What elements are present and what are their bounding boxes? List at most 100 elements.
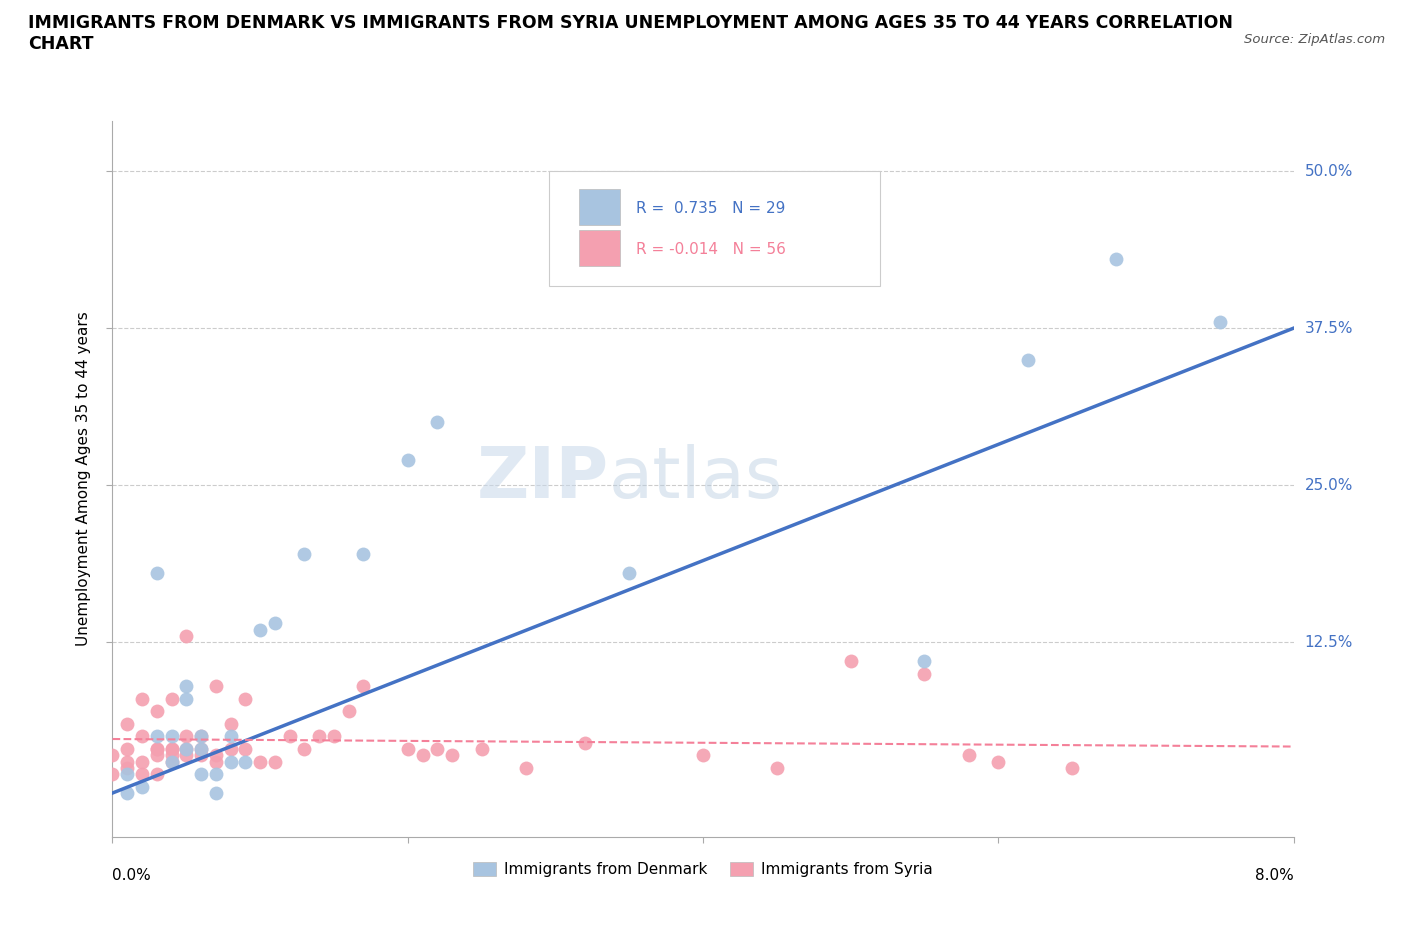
Point [1105,252,1128,267]
Point [352,679,374,694]
Point [205,786,228,801]
FancyBboxPatch shape [550,171,880,286]
Point [412,748,434,763]
Point [471,741,494,756]
Point [131,754,153,769]
Point [101,766,124,781]
Text: Source: ZipAtlas.com: Source: ZipAtlas.com [1244,33,1385,46]
Point [233,754,256,769]
Point [101,748,124,763]
FancyBboxPatch shape [579,189,620,225]
Point [160,741,183,756]
Point [574,736,596,751]
Point [190,729,212,744]
Text: R =  0.735   N = 29: R = 0.735 N = 29 [636,201,785,216]
Point [233,691,256,706]
Point [190,729,212,744]
Point [174,679,197,694]
Point [205,766,228,781]
Point [131,766,153,781]
Point [131,779,153,794]
Point [190,741,212,756]
Point [174,741,197,756]
Point [308,729,330,744]
Point [292,547,315,562]
Point [219,729,242,744]
Point [292,741,315,756]
Point [692,748,714,763]
Text: 50.0%: 50.0% [1305,164,1353,179]
Point [131,729,153,744]
Point [117,766,138,781]
Point [160,754,183,769]
Point [987,754,1010,769]
Point [426,741,449,756]
Point [426,415,449,430]
Point [131,691,153,706]
Point [264,754,287,769]
Point [117,754,138,769]
Point [619,565,641,580]
Text: 0.0%: 0.0% [112,868,152,883]
Point [146,741,169,756]
Point [146,766,169,781]
Point [146,748,169,763]
FancyBboxPatch shape [579,230,620,266]
Point [205,754,228,769]
Point [1208,314,1232,329]
Point [765,761,787,776]
Point [233,741,256,756]
Point [337,704,360,719]
Point [1017,352,1039,367]
Point [160,754,183,769]
Point [1062,761,1084,776]
Point [219,741,242,756]
Text: ZIP: ZIP [477,445,609,513]
Point [515,761,537,776]
Text: 37.5%: 37.5% [1305,321,1353,336]
Point [174,629,197,644]
Point [839,654,862,669]
Point [441,748,464,763]
Point [914,666,936,681]
Point [160,729,183,744]
Point [205,748,228,763]
Text: 12.5%: 12.5% [1305,635,1353,650]
Point [117,741,138,756]
Point [160,748,183,763]
Point [396,741,419,756]
Point [174,729,197,744]
Point [352,547,374,562]
Text: 25.0%: 25.0% [1305,478,1353,493]
Point [160,741,183,756]
Point [914,654,936,669]
Point [190,766,212,781]
Point [249,754,271,769]
Text: IMMIGRANTS FROM DENMARK VS IMMIGRANTS FROM SYRIA UNEMPLOYMENT AMONG AGES 35 TO 4: IMMIGRANTS FROM DENMARK VS IMMIGRANTS FR… [28,14,1233,53]
Point [190,741,212,756]
Point [396,453,419,468]
Point [174,748,197,763]
Point [264,616,287,631]
Point [323,729,346,744]
Point [117,761,138,776]
Point [146,729,169,744]
Point [190,748,212,763]
Point [117,786,138,801]
Legend: Immigrants from Denmark, Immigrants from Syria: Immigrants from Denmark, Immigrants from… [467,856,939,884]
Text: atlas: atlas [609,445,783,513]
Point [146,704,169,719]
Text: 8.0%: 8.0% [1254,868,1294,883]
Text: R = -0.014   N = 56: R = -0.014 N = 56 [636,243,786,258]
Point [146,565,169,580]
Point [205,679,228,694]
Point [146,741,169,756]
Point [160,691,183,706]
Point [219,716,242,731]
Point [117,716,138,731]
Y-axis label: Unemployment Among Ages 35 to 44 years: Unemployment Among Ages 35 to 44 years [76,312,91,646]
Point [249,622,271,637]
Point [957,748,980,763]
Point [278,729,301,744]
Point [174,741,197,756]
